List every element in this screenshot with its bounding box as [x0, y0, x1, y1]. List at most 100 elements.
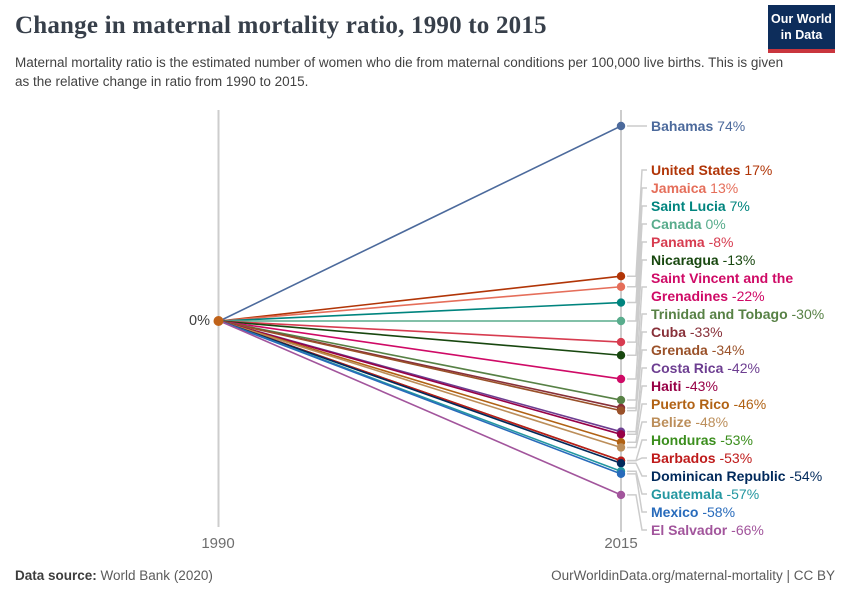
owid-credit-link[interactable]: OurWorldinData.org/maternal-mortality | … [551, 568, 835, 583]
country-label-puerto-rico[interactable]: Puerto Rico -46% [651, 395, 766, 413]
country-label-canada[interactable]: Canada 0% [651, 215, 726, 233]
series-line-mexico[interactable] [219, 320, 622, 475]
country-label-name: Puerto Rico [651, 396, 730, 412]
country-label-value: 7% [729, 198, 750, 214]
country-label-name: Canada [651, 216, 702, 232]
country-label-bahamas[interactable]: Bahamas 74% [651, 117, 745, 135]
x-tick-2015: 2015 [604, 535, 638, 552]
data-source-text: World Bank (2020) [96, 568, 213, 583]
series-line-haiti[interactable] [219, 320, 622, 436]
country-label-united-states[interactable]: United States 17% [651, 161, 772, 179]
country-label-value: -8% [708, 234, 734, 250]
country-label-mexico[interactable]: Mexico -58% [651, 503, 735, 521]
series-dot-canada[interactable] [616, 316, 626, 326]
country-label-name: Panama [651, 234, 705, 250]
country-label-value: -46% [733, 396, 767, 412]
series-line-dominican-republic[interactable] [219, 320, 622, 465]
country-label-name: Barbados [651, 450, 716, 466]
country-label-name: Mexico [651, 504, 699, 520]
series-dot-united-states[interactable] [616, 272, 626, 281]
series-line-saint-lucia[interactable] [219, 301, 622, 322]
country-label-belize[interactable]: Belize -48% [651, 413, 728, 431]
chart-title: Change in maternal mortality ratio, 1990… [15, 12, 547, 39]
country-label-value: 74% [717, 118, 746, 134]
country-label-value: -43% [685, 378, 718, 394]
series-line-saint-vincent-and-the-grenadines[interactable] [219, 320, 622, 380]
country-label-name: Dominican Republic [651, 468, 786, 484]
series-dot-bahamas[interactable] [616, 121, 626, 131]
country-label-value: 17% [744, 162, 773, 178]
series-dot-saint-lucia[interactable] [616, 298, 626, 307]
series-line-el-salvador[interactable] [219, 320, 622, 496]
country-label-value: -53% [719, 450, 753, 466]
country-label-saint-vincent-and-the-grenadines[interactable]: Saint Vincent and the Grenadines -22% [651, 269, 827, 305]
label-connector-panama [627, 241, 647, 343]
series-line-belize[interactable] [219, 320, 622, 449]
country-label-grenada[interactable]: Grenada -34% [651, 341, 744, 359]
country-label-name: El Salvador [651, 522, 728, 538]
series-line-panama[interactable] [219, 320, 622, 343]
country-label-haiti[interactable]: Haiti -43% [651, 377, 718, 395]
country-label-value: -22% [731, 288, 765, 304]
series-line-nicaragua[interactable] [219, 320, 622, 357]
country-label-value: -42% [727, 360, 760, 376]
country-label-trinidad-and-tobago[interactable]: Trinidad and Tobago -30% [651, 305, 824, 323]
series-dot-dominican-republic[interactable] [616, 459, 626, 468]
country-label-name: Saint Lucia [651, 198, 726, 214]
country-label-honduras[interactable]: Honduras -53% [651, 431, 753, 449]
chart-subtitle: Maternal mortality ratio is the estimate… [15, 55, 784, 89]
label-connector-mexico [627, 473, 647, 513]
series-line-united-states[interactable] [219, 275, 622, 322]
country-label-name: Guatemala [651, 486, 723, 502]
series-dot-grenada[interactable] [616, 406, 626, 415]
data-source-prefix: Data source: [15, 568, 97, 583]
country-label-panama[interactable]: Panama -8% [651, 233, 734, 251]
country-label-jamaica[interactable]: Jamaica 13% [651, 179, 738, 197]
country-label-name: Grenada [651, 342, 708, 358]
country-label-el-salvador[interactable]: El Salvador -66% [651, 521, 764, 539]
x-tick-1990: 1990 [201, 535, 235, 552]
series-dot-el-salvador[interactable] [616, 490, 626, 500]
series-dot-mexico[interactable] [616, 469, 626, 479]
baseline-zero-label: 0% [189, 313, 210, 329]
series-line-trinidad-and-tobago[interactable] [219, 320, 622, 401]
series-dot-nicaragua[interactable] [616, 351, 626, 360]
label-connector-saint-lucia [627, 205, 647, 304]
country-label-cuba[interactable]: Cuba -33% [651, 323, 723, 341]
country-label-costa-rica[interactable]: Costa Rica -42% [651, 359, 760, 377]
country-label-saint-lucia[interactable]: Saint Lucia 7% [651, 197, 750, 215]
country-label-nicaragua[interactable]: Nicaragua -13% [651, 251, 755, 269]
series-line-grenada[interactable] [219, 320, 622, 412]
label-connector-trinidad-and-tobago [627, 313, 647, 401]
series-dot-belize[interactable] [616, 443, 626, 452]
country-label-barbados[interactable]: Barbados -53% [651, 449, 752, 467]
series-dot-trinidad-and-tobago[interactable] [616, 395, 626, 405]
label-connector-jamaica [627, 187, 647, 288]
label-connector-haiti [627, 385, 647, 436]
country-label-name: Trinidad and Tobago [651, 306, 788, 322]
origin-dot-1990[interactable] [213, 316, 224, 326]
label-connector-barbados [627, 457, 647, 462]
country-label-value: 0% [705, 216, 726, 232]
series-dot-panama[interactable] [616, 337, 626, 347]
label-connector-canada [627, 223, 647, 322]
country-label-name: Jamaica [651, 180, 707, 196]
series-dot-saint-vincent-and-the-grenadines[interactable] [616, 374, 626, 384]
series-dot-jamaica[interactable] [616, 282, 626, 291]
label-connector-el-salvador [627, 494, 647, 531]
country-label-value: -13% [722, 252, 756, 268]
country-label-name: Bahamas [651, 118, 714, 134]
owid-logo[interactable]: Our World in Data [768, 5, 835, 53]
country-label-name: Cuba [651, 324, 686, 340]
label-connector-nicaragua [627, 259, 647, 357]
label-connector-grenada [627, 349, 647, 412]
label-connector-costa-rica [627, 367, 647, 433]
country-label-guatemala[interactable]: Guatemala -57% [651, 485, 759, 503]
series-line-bahamas[interactable] [219, 125, 622, 322]
series-line-puerto-rico[interactable] [219, 320, 622, 443]
series-line-jamaica[interactable] [219, 285, 622, 322]
country-label-dominican-republic[interactable]: Dominican Republic -54% [651, 467, 822, 485]
series-dot-haiti[interactable] [616, 430, 626, 439]
